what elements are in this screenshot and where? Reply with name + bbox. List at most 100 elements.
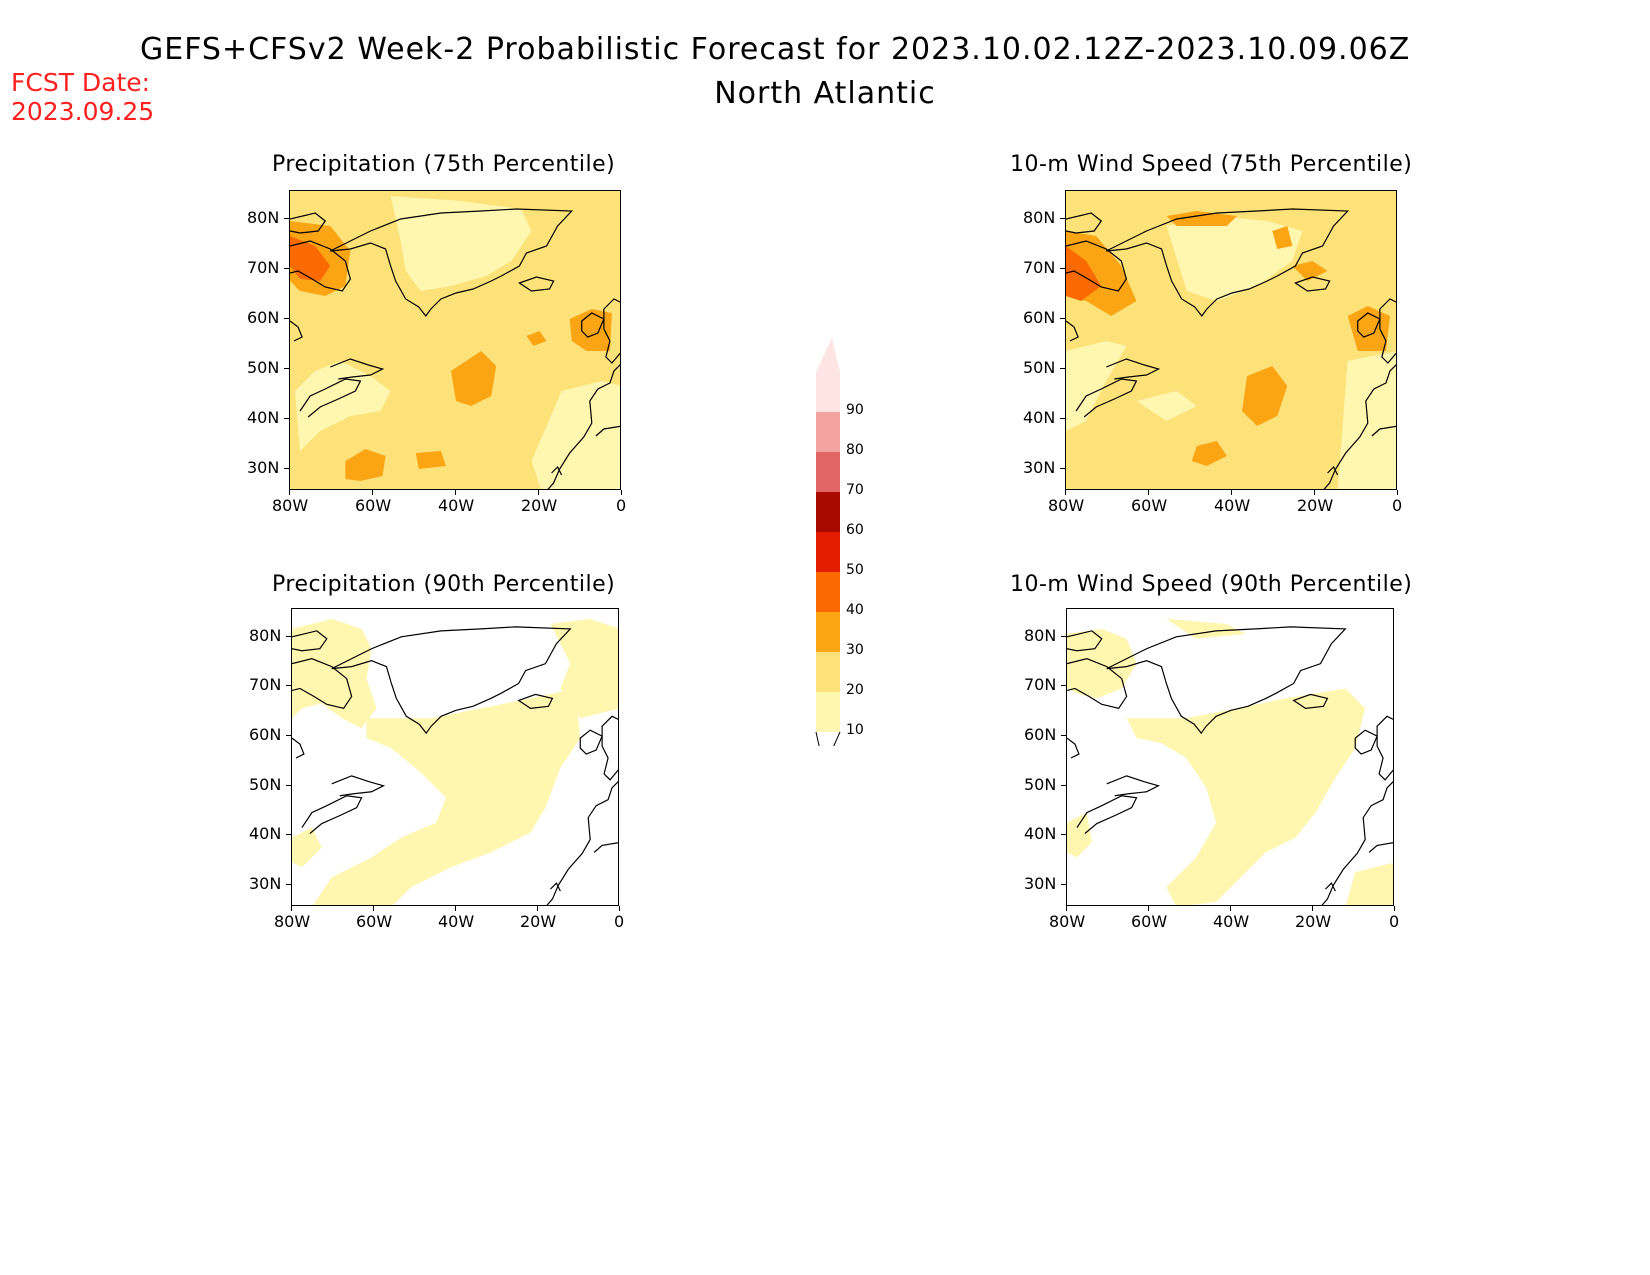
lon-tick [1065, 490, 1066, 495]
probability-contour [415, 451, 446, 469]
coastline [1106, 626, 1347, 735]
lon-tick-label: 40W [1214, 496, 1251, 515]
colorbar-segment [816, 492, 840, 532]
coastline [1105, 208, 1350, 318]
lon-tick [1148, 490, 1149, 495]
colorbar [815, 338, 841, 746]
probability-contour [313, 688, 581, 905]
lon-tick-label: 20W [520, 912, 557, 931]
lat-tick [1061, 884, 1066, 886]
coastline [579, 729, 603, 755]
lon-tick [1314, 490, 1315, 495]
forecast-date-value: 2023.09.25 [11, 97, 155, 126]
lon-tick-label: 80W [1049, 912, 1086, 931]
colorbar-segment [816, 372, 840, 412]
coastline [1066, 240, 1128, 292]
lat-tick-label: 40N [249, 824, 282, 844]
lat-tick [286, 635, 291, 637]
lon-tick [1397, 490, 1398, 495]
probability-contour [1166, 618, 1246, 639]
coastline [1368, 842, 1393, 853]
lon-tick-label: 60W [1131, 496, 1168, 515]
map-precip-75 [289, 190, 621, 490]
lat-tick [1061, 834, 1066, 836]
lon-tick [1230, 906, 1231, 911]
lat-tick-label: 70N [249, 675, 282, 695]
coastline [331, 775, 386, 797]
coastline [1321, 781, 1393, 905]
lon-tick [372, 490, 373, 495]
probability-contour [1242, 366, 1288, 426]
coastline [1357, 312, 1381, 338]
lat-tick-label: 60N [247, 308, 280, 327]
coastline [1379, 298, 1396, 364]
lat-tick [284, 318, 289, 319]
lon-tick-label: 0 [1389, 912, 1400, 931]
lat-tick-label: 30N [1023, 458, 1056, 477]
colorbar-segment [816, 612, 840, 652]
map-canvas [290, 191, 620, 489]
probability-contour [1272, 226, 1293, 249]
coastline [581, 312, 605, 338]
lat-tick [1060, 418, 1065, 419]
colorbar-segment [816, 412, 840, 452]
coastline [593, 842, 618, 853]
lon-tick [621, 490, 622, 495]
panel-title-precip-75: Precipitation (75th Percentile) [272, 152, 616, 177]
probability-contour [531, 381, 620, 489]
probability-contour [1345, 862, 1393, 905]
lon-tick [619, 906, 620, 911]
map-canvas [1066, 191, 1396, 489]
coastline [292, 658, 353, 710]
chart-title: GEFS+CFSv2 Week-2 Probabilistic Forecast… [140, 32, 1411, 67]
coastline [1066, 212, 1103, 234]
panel-title-precip-90: Precipitation (90th Percentile) [272, 572, 616, 597]
colorbar-tick-label: 20 [846, 682, 864, 698]
colorbar-segment [816, 532, 840, 572]
lon-tick-label: 80W [1048, 496, 1085, 515]
lon-tick-label: 0 [614, 912, 625, 931]
lon-tick-label: 40W [438, 912, 475, 931]
lat-tick-label: 70N [1023, 258, 1056, 277]
probability-contour [1067, 628, 1137, 699]
coastline [1067, 658, 1128, 710]
coastline [292, 630, 328, 652]
probability-contour [550, 618, 618, 719]
panel-title-wind-90: 10-m Wind Speed (90th Percentile) [1010, 572, 1413, 597]
lon-tick [291, 906, 292, 911]
forecast-date: FCST Date: 2023.09.25 [11, 68, 154, 126]
lat-tick [286, 685, 291, 687]
region-subtitle: North Atlantic [714, 76, 936, 111]
lat-tick-label: 50N [247, 358, 280, 377]
coastline [595, 425, 620, 437]
lon-tick [1231, 490, 1232, 495]
lat-tick [1060, 218, 1065, 219]
probability-contour [1126, 688, 1366, 905]
lon-tick-label: 80W [274, 912, 311, 931]
map-wind-75 [1065, 190, 1397, 490]
coastline [331, 626, 572, 735]
colorbar-tick-label: 60 [846, 522, 864, 538]
coastline [1075, 378, 1138, 418]
lat-tick [286, 784, 291, 786]
coastline [603, 298, 620, 364]
map-precip-90 [291, 608, 619, 906]
colorbar-tick-label: 80 [846, 442, 864, 458]
probability-contour [1067, 812, 1092, 858]
lat-tick [286, 884, 291, 886]
coastline [292, 737, 305, 759]
coastline [299, 378, 362, 418]
colorbar-segment [816, 652, 840, 692]
coastline [546, 781, 618, 905]
lat-tick-label: 40N [247, 408, 280, 427]
lon-tick [1148, 906, 1149, 911]
lat-tick [1061, 685, 1066, 687]
probability-contour [1136, 391, 1197, 421]
lat-tick [1061, 635, 1066, 637]
colorbar-segment [816, 692, 840, 732]
coastline [1067, 630, 1103, 652]
lon-tick-label: 20W [521, 496, 558, 515]
forecast-date-label: FCST Date: [11, 68, 151, 97]
lat-tick [1061, 784, 1066, 786]
lon-tick-label: 60W [1131, 912, 1168, 931]
